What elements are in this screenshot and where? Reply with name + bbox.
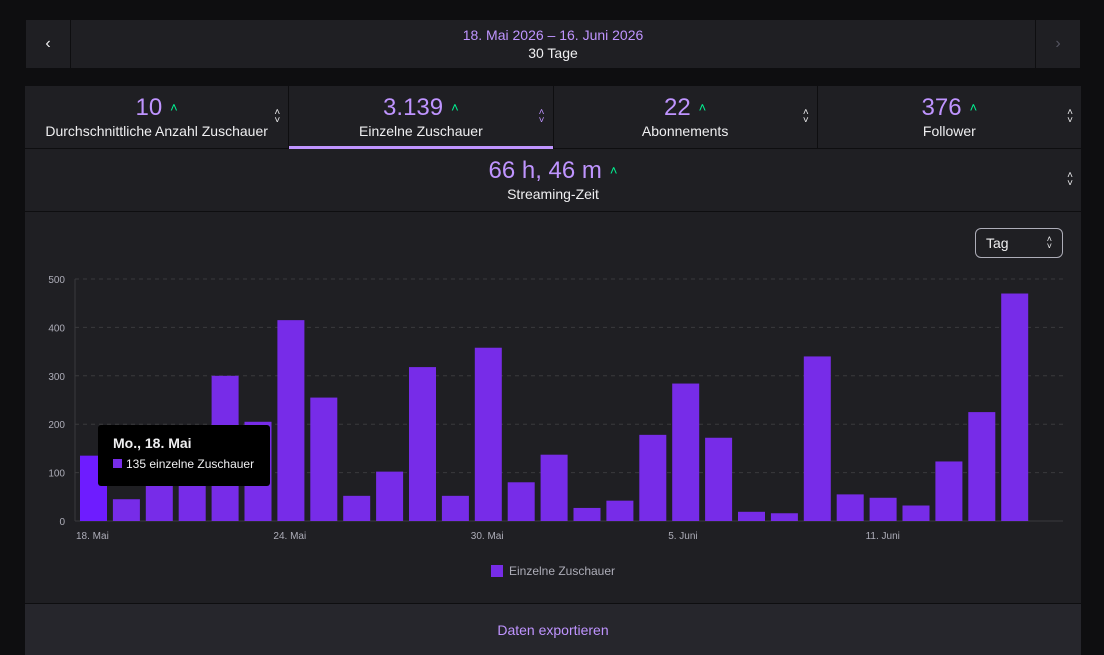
date-range-display: 18. Mai 2026 – 16. Juni 2026 30 Tage [71,20,1035,68]
trend-up-icon: ˄ [698,100,707,115]
bar[interactable] [1001,293,1029,521]
tooltip-text: 135 einzelne Zuschauer [126,457,255,471]
bar[interactable] [376,471,404,521]
bar[interactable] [902,505,930,521]
x-tick-label: 18. Mai [76,531,109,542]
metric-value: 3.139 [383,94,444,121]
metric-tab-subscriptions[interactable]: 22 ˄ Abonnements ˄ ˅ [554,86,818,148]
metric-value: 22 [663,94,691,121]
bar[interactable] [507,482,535,521]
sort-icon: ˄ ˅ [1067,107,1073,126]
bar[interactable] [705,437,733,521]
bar[interactable] [770,513,798,521]
bar[interactable] [968,412,996,521]
x-tick-label: 5. Juni [668,531,697,542]
trend-up-icon: ˄ [609,163,618,178]
metric-label: Einzelne Zuschauer [359,123,483,139]
granularity-select[interactable]: Tag ˄ ˅ [975,228,1063,258]
y-tick-label: 500 [48,275,65,286]
export-data-button[interactable]: Daten exportieren [25,603,1081,655]
bar-chart: 0 100 200 300 400 500 18. Mai 24. Mai 30. Mai 5. … [48,275,1063,542]
tooltip-title: Mo., 18. Mai [113,435,192,451]
bar[interactable] [441,495,469,521]
metric-tab-avg-viewers[interactable]: 10 ˄ Durchschnittliche Anzahl Zuschauer ˄… [25,86,290,148]
metric-tabs: 10 ˄ Durchschnittliche Anzahl Zuschauer ˄… [25,86,1081,149]
chart-legend[interactable]: Einzelne Zuschauer [25,564,1081,578]
y-tick-label: 300 [48,372,65,383]
sort-icon: ˄ ˅ [1067,170,1073,189]
metric-value: 66 h, 46 m [488,157,602,184]
trend-up-icon: ˄ [451,100,459,115]
y-tick-label: 200 [48,420,65,431]
metric-label: Durchschnittliche Anzahl Zuschauer [45,123,268,139]
trend-up-icon: ˄ [170,100,178,115]
chevron-updown-icon: ˄ ˅ [1046,234,1052,251]
bar[interactable] [803,356,831,521]
metric-tab-unique-viewers[interactable]: 3.139 ˄ Einzelne Zuschauer ˄ ˅ [289,86,554,149]
metric-label: Abonnements [641,123,729,139]
chevron-left-icon[interactable]: ‹ [26,20,71,68]
y-tick-label: 100 [48,469,65,480]
metric-tab-followers[interactable]: 376 ˄ Follower ˄ ˅ [818,86,1081,148]
bar[interactable] [639,434,667,521]
date-range-text: 18. Mai 2026 – 16. Juni 2026 [462,27,644,43]
sort-icon: ˄ ˅ [538,107,545,126]
y-tick-label: 0 [59,517,65,528]
date-range-days: 30 Tage [528,45,578,61]
bar[interactable] [672,383,700,521]
x-tick-label: 24. Mai [273,531,306,542]
x-tick-label: 30. Mai [471,531,504,542]
chart-tooltip: Mo., 18. Mai 135 einzelne Zuschauer [98,425,270,486]
trend-up-icon: ˄ [969,100,978,115]
metric-value: 10 [135,94,163,121]
bar[interactable] [277,320,305,521]
bar[interactable] [738,511,765,521]
y-tick-label: 400 [48,323,65,334]
tooltip-swatch [113,459,122,468]
bar[interactable] [935,461,963,521]
chevron-right-icon[interactable]: › [1035,20,1080,68]
sort-icon: ˄ ˅ [274,107,281,126]
legend-swatch [490,565,503,577]
bar[interactable] [178,482,206,521]
legend-label: Einzelne Zuschauer [508,564,616,578]
bar[interactable] [310,397,338,521]
x-tick-label: 11. Juni [866,531,900,542]
bar[interactable] [540,454,568,521]
bar[interactable] [606,500,634,521]
metric-tab-streaming-time[interactable]: 66 h, 46 m ˄ Streaming-Zeit ˄ ˅ [25,149,1081,212]
bar[interactable] [343,495,371,521]
granularity-value: Tag [986,235,1009,251]
bar[interactable] [573,507,601,521]
metric-label: Follower [922,123,976,139]
bar[interactable] [112,499,140,521]
bar[interactable] [869,497,897,521]
bar[interactable] [145,479,173,521]
bar[interactable] [409,367,436,521]
stats-panel: 10 ˄ Durchschnittliche Anzahl Zuschauer ˄… [25,86,1081,655]
sort-icon: ˄ ˅ [802,107,809,126]
date-range-bar: ‹ 18. Mai 2026 – 16. Juni 2026 30 Tage › [25,19,1081,69]
bar[interactable] [836,494,864,521]
metric-value: 376 [921,94,962,121]
metric-label: Streaming-Zeit [507,186,599,202]
bar[interactable] [474,347,502,521]
